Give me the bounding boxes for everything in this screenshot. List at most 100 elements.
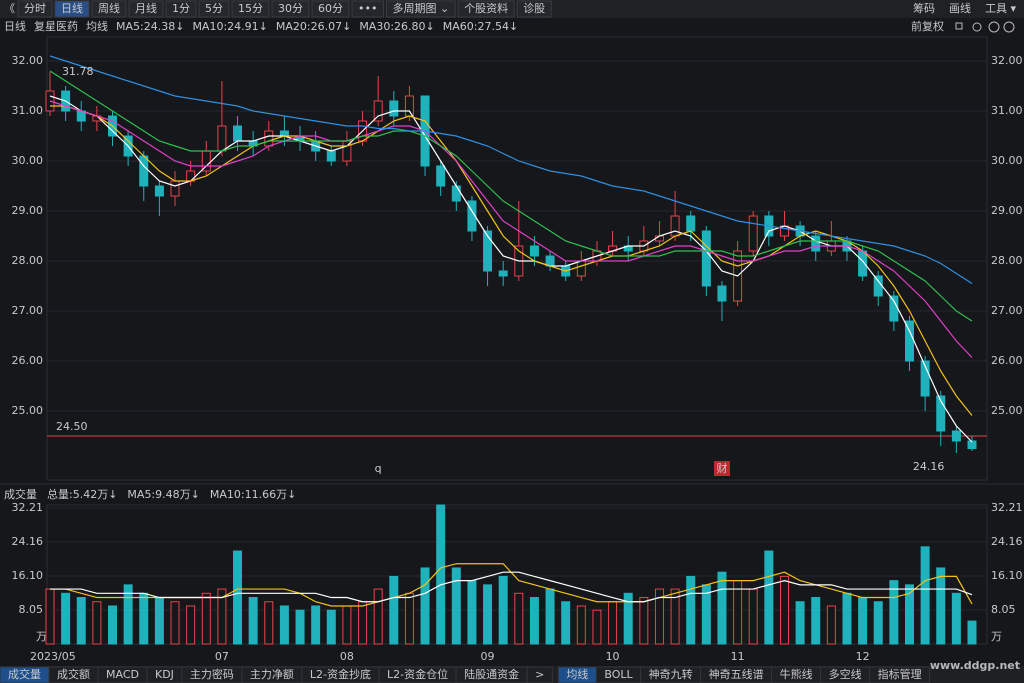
adjust-mode[interactable]: 前复权 xyxy=(911,19,944,33)
y-tick-label: 25.00 xyxy=(12,404,44,417)
toolbar-tab[interactable]: 周线 xyxy=(98,1,120,15)
indicator-tab[interactable]: 指标管理 xyxy=(878,667,922,681)
volume-bar xyxy=(45,588,55,645)
vol-tick-label-right: 8.05 xyxy=(991,603,1016,616)
indicator-tab[interactable]: L2-资金仓位 xyxy=(387,667,448,681)
volume-legend: MA5:9.48万↓ xyxy=(127,488,199,501)
toolbar-tab-bg[interactable] xyxy=(311,0,350,18)
y-tick-label: 31.00 xyxy=(12,104,44,117)
toolbar-tab[interactable]: 60分 xyxy=(318,2,343,15)
y-tick-label-right: 30.00 xyxy=(991,154,1023,167)
volume-title: 成交量 xyxy=(4,487,37,501)
volume-bar xyxy=(436,504,446,645)
toolbar-tab-bg[interactable] xyxy=(128,0,164,18)
candle-body xyxy=(404,95,414,117)
indicator-tab[interactable]: 均线 xyxy=(566,667,588,681)
toolbar-tab-bg[interactable] xyxy=(516,0,552,18)
volume-bar xyxy=(217,588,227,645)
toolbar-tab-bg[interactable] xyxy=(91,0,127,18)
toolbar-tab-bg[interactable] xyxy=(271,0,310,18)
volume-bar xyxy=(295,609,305,645)
toolbar-tab[interactable]: 1分 xyxy=(172,2,190,15)
volume-bar xyxy=(654,588,664,645)
indicator-tab[interactable]: 多空线 xyxy=(829,667,862,681)
indicator-tab[interactable]: MACD xyxy=(106,668,139,681)
candle-body xyxy=(967,440,977,449)
candle-body xyxy=(904,320,914,362)
volume-bar xyxy=(201,592,211,645)
x-tick-label: 09 xyxy=(481,650,495,663)
indicator-tab[interactable]: > xyxy=(535,668,544,681)
vol-tick-label: 32.21 xyxy=(12,501,44,514)
toolbar-tab[interactable]: 多周期图 ⌄ xyxy=(392,1,449,15)
candle-body xyxy=(748,215,758,252)
indicator-tab[interactable]: 主力净额 xyxy=(250,667,294,681)
y-tick-label-right: 28.00 xyxy=(991,254,1023,267)
toolbar-tab-bg[interactable] xyxy=(385,0,456,18)
indicator-tab[interactable]: 神奇五线谱 xyxy=(709,667,764,681)
toolbar-tab[interactable]: 日线 xyxy=(61,1,83,15)
event-marker[interactable]: 财 xyxy=(716,461,727,475)
candle-body xyxy=(154,185,164,197)
indicator-tab[interactable]: 牛熊线 xyxy=(780,667,813,681)
toolbar-tab[interactable]: 15分 xyxy=(238,2,263,15)
ma-line xyxy=(49,70,973,322)
vol-unit: 万 xyxy=(36,630,47,643)
indicator-tab[interactable]: 陆股通资金 xyxy=(464,667,519,681)
vol-ma10-line xyxy=(50,571,973,603)
indicator-tab[interactable]: 主力密码 xyxy=(190,667,234,681)
toolbar-right[interactable]: 工具 ▾ xyxy=(985,2,1016,15)
volume-bar xyxy=(373,588,383,645)
zoom-out-icon[interactable] xyxy=(1003,21,1015,33)
indicator-tab[interactable]: KDJ xyxy=(155,668,174,681)
indicator-tab[interactable]: BOLL xyxy=(604,668,633,681)
x-tick-label: 10 xyxy=(606,650,620,663)
toolbar-tab-bg[interactable] xyxy=(17,0,53,18)
stock-name: 复星医药 xyxy=(34,19,78,33)
volume-bar xyxy=(186,605,196,645)
indicator-tab[interactable]: L2-资金抄底 xyxy=(310,667,371,681)
volume-bar xyxy=(451,567,461,645)
toolbar-tab[interactable]: 个股资料 xyxy=(464,1,508,15)
indicator-tab[interactable]: 成交量 xyxy=(8,667,41,681)
candle-body xyxy=(139,155,149,187)
toolbar-tab-bg[interactable] xyxy=(198,0,230,18)
ma-line xyxy=(49,100,973,358)
volume-bar xyxy=(795,601,805,645)
zoom-in-icon[interactable] xyxy=(988,21,1000,33)
candle-body xyxy=(436,165,446,187)
volume-bar xyxy=(686,575,696,645)
event-marker[interactable]: q xyxy=(375,462,382,475)
event-badge[interactable] xyxy=(713,461,730,476)
top-icons xyxy=(955,21,1015,33)
toolbar-tab[interactable]: ••• xyxy=(358,2,377,15)
back-icon[interactable]: 《 xyxy=(4,2,15,15)
toolbar-right[interactable]: 筹码 xyxy=(913,1,935,15)
ma-line xyxy=(49,55,973,285)
toolbar-tab[interactable]: 诊股 xyxy=(523,1,545,15)
indicator-tab[interactable]: 成交额 xyxy=(57,667,90,681)
undo-icon[interactable] xyxy=(972,22,982,32)
volume-legend: MA10:11.66万↓ xyxy=(210,488,296,501)
candle-body xyxy=(483,230,493,272)
toolbar-tab[interactable]: 分时 xyxy=(24,2,46,15)
toolbar-right[interactable]: 画线 xyxy=(949,1,971,15)
candle-body xyxy=(889,295,899,322)
indicator-tab-bg[interactable] xyxy=(869,666,931,683)
toolbar-tab[interactable]: 月线 xyxy=(135,1,157,15)
volume-bar xyxy=(264,601,274,645)
toolbar-tab-bg[interactable] xyxy=(351,0,384,18)
toolbar-tab[interactable]: 30分 xyxy=(278,2,303,15)
lock-icon[interactable] xyxy=(955,22,963,30)
indicator-tab[interactable]: 神奇九转 xyxy=(649,667,693,681)
toolbar-tab-bg[interactable] xyxy=(54,0,90,18)
candle-body xyxy=(217,125,227,152)
volume-bar xyxy=(748,588,758,645)
toolbar-tab[interactable]: 5分 xyxy=(205,2,223,15)
indicator-tab-bg[interactable] xyxy=(526,666,553,683)
toolbar-tab-bg[interactable] xyxy=(457,0,515,18)
toolbar-tab-bg[interactable] xyxy=(231,0,270,18)
y-tick-label-right: 26.00 xyxy=(991,354,1023,367)
toolbar-tab-bg[interactable] xyxy=(165,0,197,18)
y-tick-label-right: 31.00 xyxy=(991,104,1023,117)
